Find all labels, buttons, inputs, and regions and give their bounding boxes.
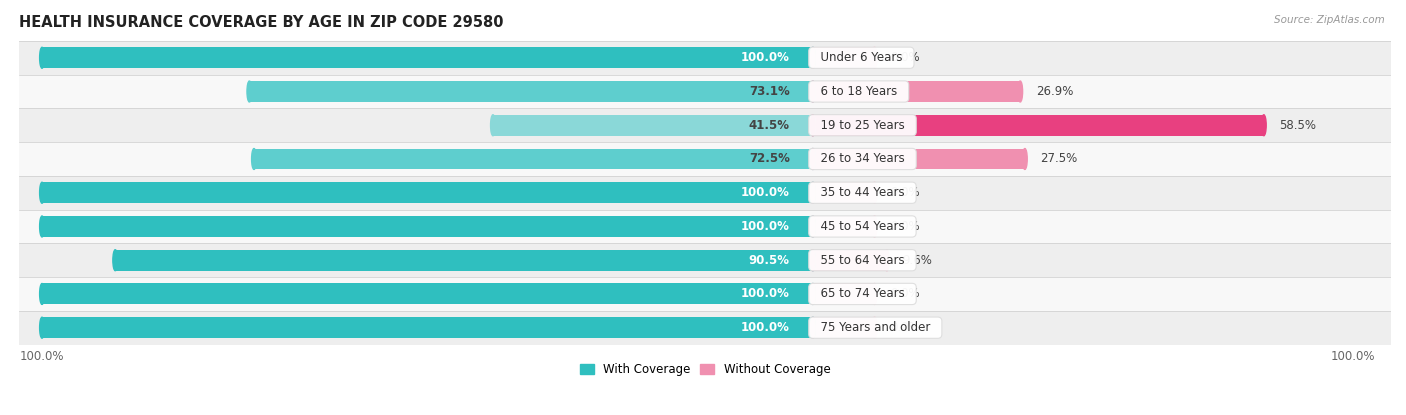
Circle shape [39, 182, 45, 203]
Text: 72.5%: 72.5% [749, 152, 790, 166]
Bar [249, 81, 813, 102]
Bar [813, 250, 887, 271]
Bar [42, 216, 813, 237]
Text: 35 to 44 Years: 35 to 44 Years [813, 186, 912, 199]
Bar [494, 115, 813, 136]
Text: 26 to 34 Years: 26 to 34 Years [813, 152, 912, 166]
Bar [813, 47, 875, 68]
Circle shape [810, 250, 815, 271]
Bar [813, 182, 875, 203]
Text: 41.5%: 41.5% [749, 119, 790, 132]
Circle shape [872, 317, 877, 338]
Circle shape [810, 47, 815, 68]
Text: 100.0%: 100.0% [741, 288, 790, 300]
Bar [813, 81, 1021, 102]
Circle shape [810, 317, 815, 338]
Bar [813, 283, 875, 305]
Bar [42, 182, 813, 203]
Circle shape [252, 149, 256, 169]
Bar [0, 176, 1406, 210]
Circle shape [872, 283, 877, 305]
Text: 0.0%: 0.0% [890, 220, 920, 233]
Bar [813, 115, 1264, 136]
Text: 75 Years and older: 75 Years and older [813, 321, 938, 334]
Circle shape [810, 216, 815, 237]
Text: 0.0%: 0.0% [890, 321, 920, 334]
Circle shape [810, 283, 815, 305]
Circle shape [810, 149, 815, 169]
Bar [42, 283, 813, 305]
Text: 73.1%: 73.1% [749, 85, 790, 98]
Circle shape [39, 216, 45, 237]
Circle shape [884, 250, 889, 271]
Bar [813, 216, 875, 237]
Circle shape [810, 250, 815, 271]
Circle shape [872, 182, 877, 203]
Legend: With Coverage, Without Coverage: With Coverage, Without Coverage [575, 359, 835, 381]
Circle shape [39, 317, 45, 338]
Text: 0.0%: 0.0% [890, 51, 920, 64]
Circle shape [810, 47, 815, 68]
Circle shape [39, 47, 45, 68]
Circle shape [810, 149, 815, 169]
Bar [42, 47, 813, 68]
Circle shape [872, 47, 877, 68]
Circle shape [1261, 115, 1267, 136]
Bar [0, 243, 1406, 277]
Bar [0, 311, 1406, 344]
Text: 65 to 74 Years: 65 to 74 Years [813, 288, 912, 300]
Text: Source: ZipAtlas.com: Source: ZipAtlas.com [1274, 15, 1385, 24]
Bar [0, 277, 1406, 311]
Bar [254, 149, 813, 169]
Text: 100.0%: 100.0% [741, 51, 790, 64]
Circle shape [810, 317, 815, 338]
Bar [813, 317, 875, 338]
Text: 90.5%: 90.5% [749, 254, 790, 267]
Circle shape [810, 182, 815, 203]
Circle shape [39, 283, 45, 305]
Text: 9.6%: 9.6% [903, 254, 932, 267]
Text: 100.0%: 100.0% [741, 220, 790, 233]
Bar [0, 142, 1406, 176]
Text: 45 to 54 Years: 45 to 54 Years [813, 220, 912, 233]
Text: 58.5%: 58.5% [1279, 119, 1316, 132]
Circle shape [112, 250, 118, 271]
Circle shape [872, 216, 877, 237]
Bar [0, 210, 1406, 243]
Circle shape [810, 81, 815, 102]
Text: 100.0%: 100.0% [741, 186, 790, 199]
Bar [813, 149, 1025, 169]
Circle shape [247, 81, 252, 102]
Text: Under 6 Years: Under 6 Years [813, 51, 910, 64]
Text: 6 to 18 Years: 6 to 18 Years [813, 85, 904, 98]
Text: 26.9%: 26.9% [1036, 85, 1073, 98]
Circle shape [810, 216, 815, 237]
Text: 0.0%: 0.0% [890, 288, 920, 300]
Circle shape [1022, 149, 1028, 169]
Circle shape [1018, 81, 1022, 102]
Text: HEALTH INSURANCE COVERAGE BY AGE IN ZIP CODE 29580: HEALTH INSURANCE COVERAGE BY AGE IN ZIP … [18, 15, 503, 30]
Text: 55 to 64 Years: 55 to 64 Years [813, 254, 912, 267]
Bar [0, 108, 1406, 142]
Circle shape [810, 115, 815, 136]
Circle shape [810, 283, 815, 305]
Circle shape [491, 115, 495, 136]
Text: 100.0%: 100.0% [741, 321, 790, 334]
Circle shape [810, 81, 815, 102]
Text: 0.0%: 0.0% [890, 186, 920, 199]
Bar [42, 317, 813, 338]
Bar [115, 250, 813, 271]
Circle shape [810, 115, 815, 136]
Bar [0, 41, 1406, 75]
Text: 19 to 25 Years: 19 to 25 Years [813, 119, 912, 132]
Circle shape [810, 182, 815, 203]
Bar [0, 75, 1406, 108]
Text: 27.5%: 27.5% [1040, 152, 1077, 166]
